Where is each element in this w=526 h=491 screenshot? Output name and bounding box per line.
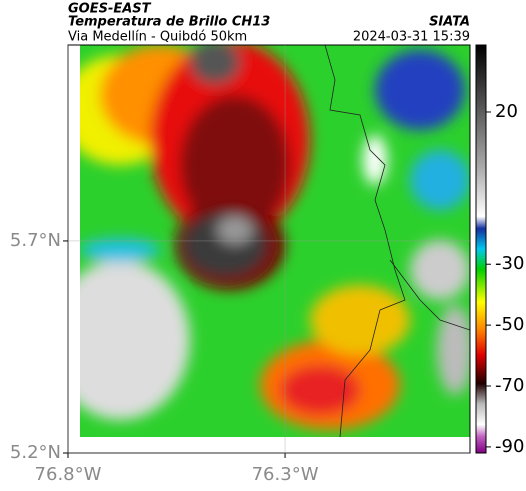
colorbar [475,44,487,454]
route: Via Medellín - Quibdó 50km [68,30,247,45]
satellite-image [80,45,470,437]
x-tick-label: 76.8°W [35,464,102,485]
colorbar-tick-label: -70 [495,375,524,396]
source: GOES-EAST [68,2,152,17]
colorbar-tick-label: -50 [495,314,524,335]
colorbar-tick-label: 20 [495,101,518,122]
colorbar-tick-label: -90 [495,436,524,457]
time: 2024-03-31 15:39 [353,30,470,45]
y-tick-label: 5.2°N [10,442,61,463]
x-tick-label: 76.3°W [252,464,319,485]
y-tick-label: 5.7°N [10,230,61,251]
product: Temperatura de Brillo CH13 [68,15,270,30]
org: SIATA [429,15,470,30]
colorbar-tick-label: -30 [495,253,524,274]
